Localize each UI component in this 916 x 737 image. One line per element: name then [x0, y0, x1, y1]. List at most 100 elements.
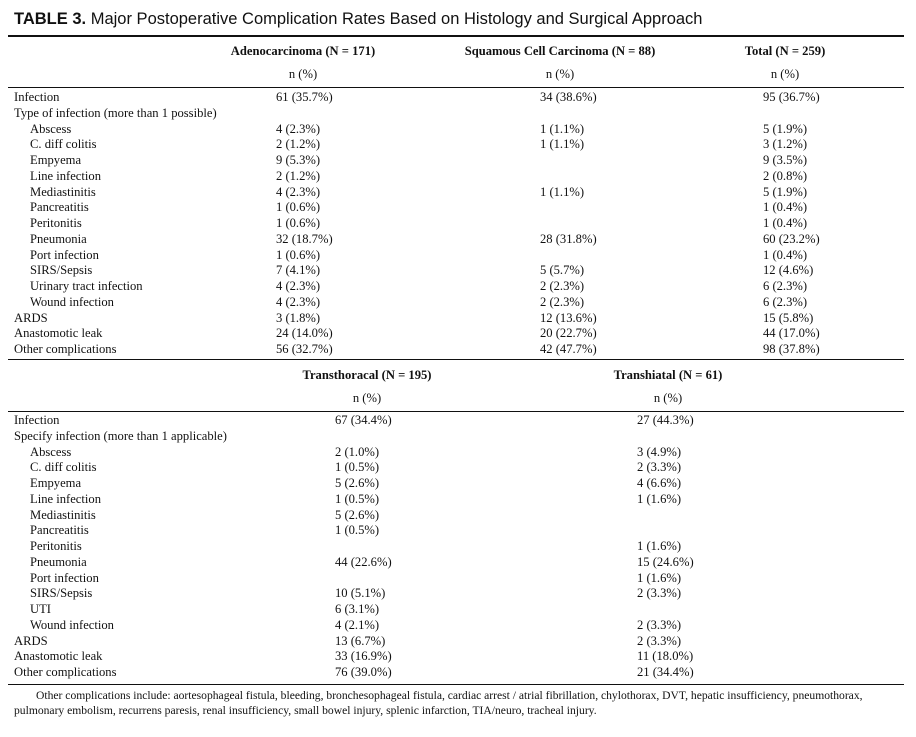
header-rule — [8, 411, 904, 412]
table-cell: 21 (34.4%) — [637, 665, 694, 679]
table-cell: 3 (1.2%) — [763, 137, 808, 152]
table-cell: 3 (1.8%) — [276, 310, 321, 325]
table-cell: 67 (34.4%) — [335, 413, 392, 427]
column-header: Adenocarcinoma (N = 171) — [230, 44, 376, 58]
column-header: Transhiatal (N = 61) — [613, 368, 723, 382]
table-cell: 1 (1.6%) — [637, 539, 682, 553]
row-label: Port infection — [30, 570, 99, 585]
row-label: Abscess — [30, 444, 72, 459]
table-cell: 6 (2.3%) — [763, 279, 808, 293]
table-cell: 4 (2.3%) — [276, 279, 321, 293]
row-label: Empyema — [30, 476, 82, 490]
table-cell: 4 (6.6%) — [637, 476, 682, 490]
row-label: Type of infection (more than 1 possible) — [14, 105, 217, 120]
table-cell: 56 (32.7%) — [276, 342, 333, 356]
table-cell: 10 (5.1%) — [335, 586, 386, 601]
row-label: Empyema — [30, 153, 82, 167]
table-cell: 1 (1.1%) — [540, 121, 585, 136]
table-cell: 6 (2.3%) — [763, 294, 808, 309]
table-cell: 12 (13.6%) — [540, 310, 597, 325]
table-cell: 3 (4.9%) — [637, 444, 682, 459]
table-cell: 5 (1.9%) — [763, 121, 808, 136]
top-rule — [8, 35, 904, 37]
row-label: Mediastinitis — [30, 184, 96, 199]
footnote-rule — [8, 684, 904, 685]
table-cell: 44 (17.0%) — [763, 326, 820, 341]
table-cell: 20 (22.7%) — [540, 326, 597, 341]
table-cell: 76 (39.0%) — [335, 665, 392, 679]
table-cell: 2 (3.3%) — [637, 617, 682, 632]
row-label: C. diff colitis — [30, 460, 97, 475]
row-label: C. diff colitis — [30, 137, 97, 152]
table-cell: 60 (23.2%) — [763, 231, 820, 246]
column-header: Transthoracal (N = 195) — [302, 368, 432, 382]
column-subheader: n (%) — [545, 67, 575, 81]
table-cell: 1 (0.5%) — [335, 523, 380, 538]
row-label: SIRS/Sepsis — [30, 586, 93, 601]
column-subheader: n (%) — [653, 391, 683, 405]
table-cell: 42 (47.7%) — [540, 342, 597, 356]
row-label: Port infection — [30, 247, 99, 262]
table-cell: 1 (0.4%) — [763, 247, 808, 262]
table-title: TABLE 3. Major Postoperative Complicatio… — [14, 10, 702, 29]
footnote-text: Other complications include: aortesophag… — [14, 689, 863, 717]
row-label: Pneumonia — [30, 554, 87, 569]
row-label: Anastomotic leak — [14, 649, 103, 664]
row-label: Mediastinitis — [30, 507, 96, 522]
table-cell: 95 (36.7%) — [763, 90, 820, 104]
header-rule — [8, 87, 904, 88]
table-cell: 6 (3.1%) — [335, 602, 380, 616]
table-cell: 4 (2.3%) — [276, 294, 321, 309]
row-label: Anastomotic leak — [14, 326, 103, 341]
table-cell: 1 (0.6%) — [276, 216, 321, 230]
table-cell: 34 (38.6%) — [540, 90, 597, 104]
table-cell: 4 (2.3%) — [276, 121, 321, 136]
table-cell: 44 (22.6%) — [335, 554, 392, 569]
column-subheader: n (%) — [352, 391, 382, 405]
table-caption: Major Postoperative Complication Rates B… — [90, 10, 703, 28]
table-cell: 32 (18.7%) — [276, 231, 333, 246]
row-label: UTI — [30, 602, 51, 616]
row-label: Other complications — [14, 665, 117, 679]
row-label: Pneumonia — [30, 231, 87, 246]
table-cell: 15 (5.8%) — [763, 310, 814, 325]
table-cell: 1 (1.1%) — [540, 184, 585, 199]
row-label: ARDS — [14, 310, 48, 325]
table-cell: 1 (0.5%) — [335, 491, 380, 506]
table-cell: 15 (24.6%) — [637, 554, 694, 569]
table-cell: 1 (1.6%) — [637, 570, 682, 585]
table-cell: 5 (5.7%) — [540, 263, 585, 278]
table-cell: 1 (1.1%) — [540, 137, 585, 152]
table-cell: 13 (6.7%) — [335, 633, 386, 648]
column-header: Total (N = 259) — [744, 44, 826, 58]
row-label: Infection — [14, 413, 60, 427]
table-cell: 28 (31.8%) — [540, 231, 597, 246]
row-label: Pancreatitis — [30, 523, 89, 538]
table-cell: 33 (16.9%) — [335, 649, 392, 664]
row-label: Peritonitis — [30, 216, 82, 230]
row-label: Abscess — [30, 121, 72, 136]
table-cell: 1 (0.5%) — [335, 460, 380, 475]
table-cell: 2 (1.2%) — [276, 168, 321, 183]
table-cell: 2 (3.3%) — [637, 633, 682, 648]
column-subheader: n (%) — [288, 67, 318, 81]
divider-rule — [8, 359, 904, 360]
table-cell: 1 (0.4%) — [763, 200, 808, 215]
table-cell: 24 (14.0%) — [276, 326, 333, 341]
row-label: Other complications — [14, 342, 117, 356]
footnote: Other complications include: aortesophag… — [14, 688, 902, 718]
row-label: Line infection — [30, 491, 101, 506]
table-cell: 1 (0.6%) — [276, 200, 321, 215]
row-label: Specify infection (more than 1 applicabl… — [14, 428, 227, 443]
table-cell: 98 (37.8%) — [763, 342, 820, 356]
table-cell: 61 (35.7%) — [276, 90, 333, 104]
table-cell: 5 (2.6%) — [335, 476, 380, 490]
table-cell: 2 (3.3%) — [637, 586, 682, 601]
table-cell: 2 (0.8%) — [763, 168, 808, 183]
table-number: TABLE 3. — [14, 10, 87, 28]
table-cell: 2 (3.3%) — [637, 460, 682, 475]
table-cell: 1 (0.6%) — [276, 247, 321, 262]
row-label: Pancreatitis — [30, 200, 89, 215]
column-header: Squamous Cell Carcinoma (N = 88) — [464, 44, 656, 58]
row-label: Peritonitis — [30, 539, 82, 553]
